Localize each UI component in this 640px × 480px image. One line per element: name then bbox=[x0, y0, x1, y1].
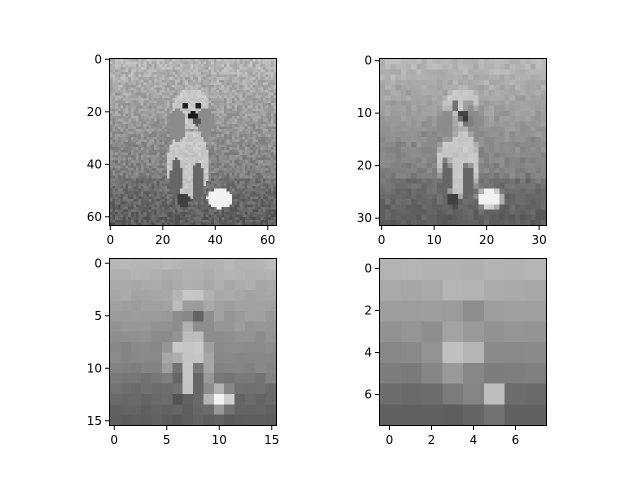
y-tick-label: 30 bbox=[357, 211, 372, 225]
panel-32-image bbox=[379, 58, 547, 226]
y-tick-label: 0 bbox=[94, 256, 102, 270]
x-tick-label: 60 bbox=[260, 233, 275, 247]
x-tick-label: 5 bbox=[163, 433, 171, 447]
y-tick-label: 6 bbox=[364, 388, 372, 402]
x-tick-label: 40 bbox=[208, 233, 223, 247]
y-tick-label: 20 bbox=[357, 159, 372, 173]
x-tick-label: 0 bbox=[378, 233, 386, 247]
y-tick-label: 10 bbox=[357, 106, 372, 120]
y-tick-label: 0 bbox=[364, 54, 372, 68]
x-tick-label: 4 bbox=[470, 433, 478, 447]
y-tick-label: 2 bbox=[364, 304, 372, 318]
x-tick-label: 20 bbox=[479, 233, 494, 247]
x-tick-label: 0 bbox=[386, 433, 394, 447]
y-tick-label: 15 bbox=[87, 414, 102, 428]
y-tick-label: 5 bbox=[94, 309, 102, 323]
x-tick-label: 10 bbox=[426, 233, 441, 247]
x-tick-label: 30 bbox=[531, 233, 546, 247]
panel-64-image bbox=[109, 58, 277, 226]
x-tick-label: 0 bbox=[110, 433, 118, 447]
x-tick-label: 2 bbox=[428, 433, 436, 447]
x-tick-label: 6 bbox=[512, 433, 520, 447]
x-tick-label: 0 bbox=[106, 233, 114, 247]
y-tick-label: 10 bbox=[87, 361, 102, 375]
y-tick-label: 60 bbox=[87, 210, 102, 224]
panel-16-image bbox=[109, 258, 277, 426]
x-tick-label: 20 bbox=[155, 233, 170, 247]
x-tick-label: 15 bbox=[264, 433, 279, 447]
y-tick-label: 4 bbox=[364, 346, 372, 360]
y-tick-label: 0 bbox=[94, 52, 102, 66]
y-tick-label: 20 bbox=[87, 105, 102, 119]
x-tick-label: 10 bbox=[212, 433, 227, 447]
y-tick-label: 40 bbox=[87, 157, 102, 171]
panel-8-image bbox=[379, 258, 547, 426]
y-tick-label: 0 bbox=[364, 262, 372, 276]
